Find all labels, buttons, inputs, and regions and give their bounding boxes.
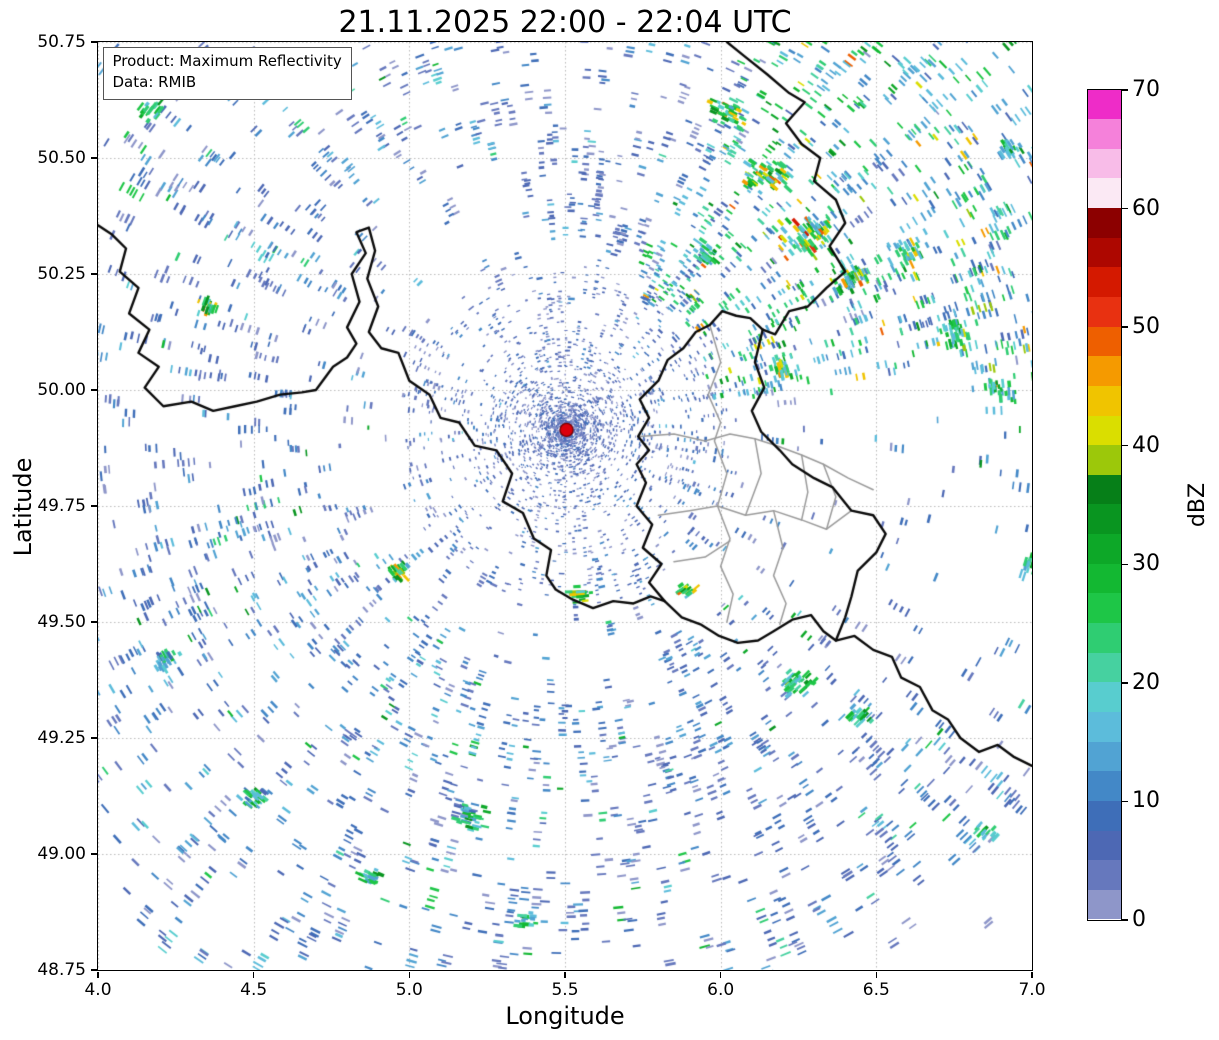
x-tick-label: 6.5 xyxy=(862,980,890,1000)
colorbar-label: dBZ xyxy=(1185,482,1210,528)
x-tick-mark xyxy=(408,971,411,978)
y-tick-label: 50.50 xyxy=(37,148,86,168)
y-tick-label: 49.25 xyxy=(37,728,86,748)
colorbar-segment xyxy=(1087,89,1121,120)
y-tick-mark xyxy=(90,41,97,43)
x-tick-mark xyxy=(719,971,722,978)
x-tick-mark xyxy=(97,971,99,978)
y-tick-mark xyxy=(90,853,97,855)
colorbar-segment xyxy=(1087,593,1121,624)
colorbar-segment xyxy=(1087,504,1121,535)
colorbar-segment xyxy=(1087,741,1121,772)
x-tick-mark xyxy=(252,971,255,978)
map-plot-area: Product: Maximum Reflectivity Data: RMIB xyxy=(96,40,1033,971)
colorbar-tick-mark xyxy=(1121,919,1128,921)
y-tick-label: 49.00 xyxy=(37,844,86,864)
colorbar-segment xyxy=(1087,208,1121,238)
y-tick-label: 50.25 xyxy=(37,264,86,284)
y-tick-label: 50.00 xyxy=(37,380,86,400)
x-tick-label: 4.0 xyxy=(84,980,112,1000)
colorbar-tick-label: 50 xyxy=(1132,314,1160,340)
colorbar-tick-mark xyxy=(1121,444,1128,447)
plot-title: 21.11.2025 22:00 - 22:04 UTC xyxy=(338,5,792,40)
colorbar-tick-label: 20 xyxy=(1132,669,1160,695)
y-tick-label: 48.75 xyxy=(37,960,86,980)
colorbar-segment xyxy=(1087,652,1121,683)
colorbar-segment xyxy=(1087,563,1121,594)
y-tick-label: 49.75 xyxy=(37,496,86,516)
radar-map-canvas xyxy=(97,41,1032,970)
y-tick-label: 50.75 xyxy=(37,32,86,52)
product-info-line: Product: Maximum Reflectivity xyxy=(112,51,342,70)
colorbar-segment xyxy=(1087,800,1121,831)
y-tick-mark xyxy=(90,389,97,391)
colorbar-tick-label: 60 xyxy=(1132,195,1160,221)
y-tick-mark xyxy=(90,157,97,159)
colorbar-segment xyxy=(1087,474,1121,505)
colorbar-segment xyxy=(1087,711,1121,742)
colorbar-segment xyxy=(1087,178,1121,209)
colorbar-segment xyxy=(1087,534,1121,564)
colorbar-tick-mark xyxy=(1121,682,1128,684)
x-tick-mark xyxy=(1031,971,1033,978)
y-tick-mark xyxy=(90,273,97,275)
colorbar-tick-mark xyxy=(1121,800,1128,803)
colorbar-segment xyxy=(1087,415,1121,446)
y-tick-mark xyxy=(90,505,97,507)
y-tick-mark xyxy=(90,621,97,623)
colorbar-tick-label: 40 xyxy=(1132,432,1160,458)
colorbar-segment xyxy=(1087,296,1121,327)
y-tick-label: 49.50 xyxy=(37,612,86,632)
colorbar-segment xyxy=(1087,889,1121,920)
colorbar-tick-label: 30 xyxy=(1132,551,1160,577)
colorbar-segment xyxy=(1087,682,1121,712)
x-axis-label: Longitude xyxy=(505,1002,625,1030)
colorbar-segment xyxy=(1087,445,1121,475)
colorbar-tick-mark xyxy=(1121,89,1128,91)
colorbar-segment xyxy=(1087,356,1121,386)
colorbar-segment xyxy=(1087,771,1121,801)
x-tick-label: 4.5 xyxy=(240,980,268,1000)
x-tick-label: 5.0 xyxy=(395,980,423,1000)
colorbar-segment xyxy=(1087,119,1121,149)
colorbar-segment xyxy=(1087,237,1121,268)
x-tick-label: 6.0 xyxy=(707,980,735,1000)
data-source-line: Data: RMIB xyxy=(112,73,197,92)
product-info-box: Product: Maximum Reflectivity Data: RMIB xyxy=(102,46,352,100)
colorbar-segment xyxy=(1087,860,1121,890)
colorbar-segment xyxy=(1087,623,1121,653)
colorbar-segment xyxy=(1087,267,1121,297)
colorbar-tick-label: 10 xyxy=(1132,788,1160,814)
x-tick-label: 7.0 xyxy=(1018,980,1046,1000)
colorbar-tick-mark xyxy=(1121,207,1128,210)
x-tick-label: 5.5 xyxy=(551,980,579,1000)
colorbar-tick-mark xyxy=(1121,326,1128,328)
colorbar xyxy=(1086,88,1122,921)
colorbar-tick-label: 70 xyxy=(1132,77,1160,102)
colorbar-segment xyxy=(1087,148,1121,179)
colorbar-tick-mark xyxy=(1121,563,1128,566)
colorbar-segment xyxy=(1087,326,1121,357)
y-tick-mark xyxy=(90,737,97,739)
x-tick-mark xyxy=(564,971,566,978)
y-tick-mark xyxy=(90,969,97,971)
colorbar-segment xyxy=(1087,385,1121,416)
colorbar-tick-label: 0 xyxy=(1132,907,1146,932)
colorbar-segment xyxy=(1087,830,1121,861)
x-tick-mark xyxy=(875,971,878,978)
